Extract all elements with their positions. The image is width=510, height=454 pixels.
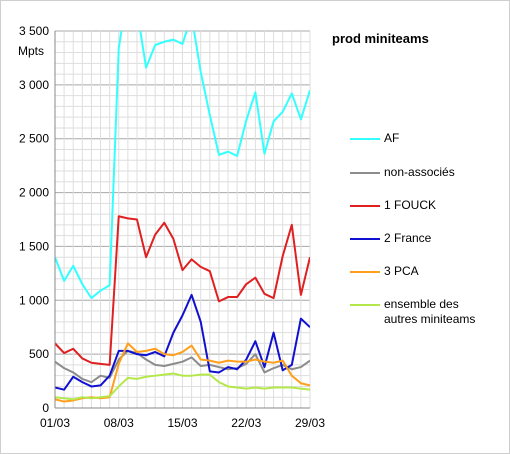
legend-item: 3 PCA	[350, 263, 500, 281]
chart-title: prod miniteams	[332, 31, 429, 46]
series-line-2	[55, 349, 310, 384]
y-tick-label: 500	[29, 347, 49, 361]
series-lines	[55, 31, 310, 403]
legend-label: AF	[384, 131, 400, 145]
y-tick-label: 2 500	[19, 132, 49, 146]
legend-label: non-associés	[384, 165, 455, 179]
legend-swatch	[350, 172, 380, 174]
legend-swatch	[350, 138, 380, 140]
legend-item: ensemble des autres miniteams	[350, 296, 500, 326]
series-line-1	[55, 31, 310, 300]
x-tick-label: 22/03	[231, 416, 261, 430]
legend-label: ensemble des autres miniteams	[384, 297, 476, 326]
y-tick-label: 1 000	[19, 293, 49, 307]
y-tick-label: 0	[42, 401, 49, 415]
legend-item: AF	[350, 130, 500, 148]
legend-item: non-associés	[350, 164, 500, 182]
y-axis-unit-label: Mpts	[18, 44, 45, 58]
legend-label: 3 PCA	[384, 264, 419, 278]
axes: 0 500 1 000 1 500 2 000 2 500 3 000 3 500 01/03 0…	[19, 24, 325, 430]
legend-swatch	[350, 238, 380, 240]
y-tick-label: 1 500	[19, 239, 49, 253]
series-line-4	[55, 293, 310, 391]
legend-item: 2 France	[350, 230, 500, 248]
y-tick-label: 3 000	[19, 78, 49, 92]
series-line-6	[55, 372, 310, 401]
legend-label: 2 France	[384, 231, 432, 245]
legend-swatch	[350, 304, 380, 306]
legend-swatch	[350, 205, 380, 207]
x-tick-label: 08/03	[104, 416, 134, 430]
y-tick-label: 3 500	[19, 24, 49, 38]
x-tick-label: 01/03	[40, 416, 70, 430]
x-tick-label: 29/03	[295, 416, 325, 430]
legend-swatch	[350, 271, 380, 273]
y-tick-label: 2 000	[19, 186, 49, 200]
legend-label: 1 FOUCK	[384, 198, 437, 212]
series-line-3	[55, 215, 310, 366]
x-tick-label: 15/03	[167, 416, 197, 430]
legend-item: 1 FOUCK	[350, 197, 500, 215]
